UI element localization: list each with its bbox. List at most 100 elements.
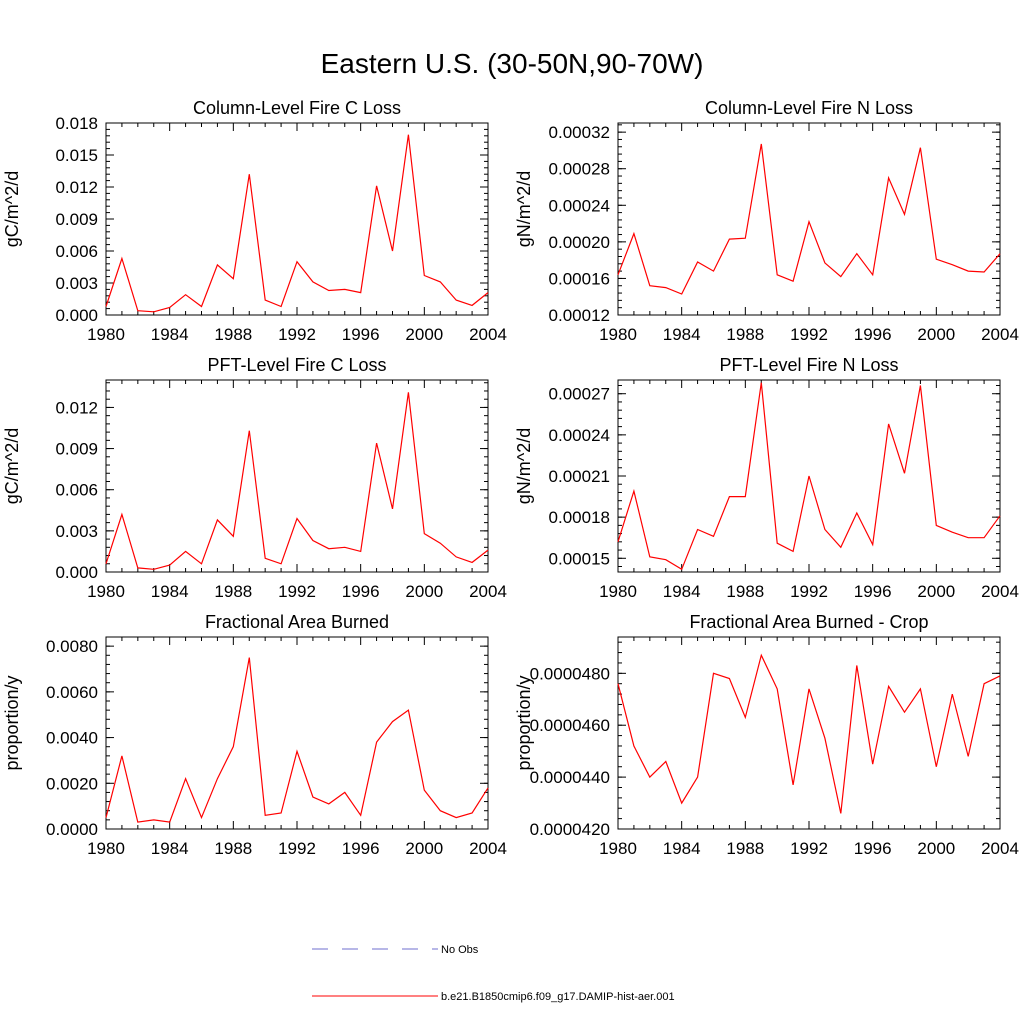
y-tick-label: 0.00028 xyxy=(549,160,610,179)
y-axis-label: gN/m^2/d xyxy=(514,171,534,247)
x-tick-label: 2000 xyxy=(405,325,443,344)
chart-panel-3: PFT-Level Fire C Loss gC/m^2/d 1980 1984 198… xyxy=(2,355,507,601)
y-tick-label: 0.000 xyxy=(55,306,98,325)
y-axis-label: proportion/y xyxy=(514,675,534,770)
x-tick-label: 1984 xyxy=(663,325,701,344)
x-tick-label: 1988 xyxy=(214,325,252,344)
y-tick-label: 0.018 xyxy=(55,114,98,133)
x-tick-label: 2004 xyxy=(469,325,507,344)
x-tick-label: 1984 xyxy=(151,839,189,858)
y-tick-label: 0.012 xyxy=(55,178,98,197)
x-tick-label: 2004 xyxy=(469,582,507,601)
x-tick-label: 1980 xyxy=(87,839,125,858)
x-tick-label: 2004 xyxy=(469,839,507,858)
x-tick-label: 1980 xyxy=(87,582,125,601)
y-tick-label: 0.0000420 xyxy=(530,820,610,839)
x-tick-label: 2000 xyxy=(917,582,955,601)
x-tick-label: 1988 xyxy=(214,839,252,858)
x-tick-label: 1996 xyxy=(342,582,380,601)
y-tick-label: 0.012 xyxy=(55,398,98,417)
series-line xyxy=(105,392,489,570)
y-tick-label: 0.00020 xyxy=(549,233,610,252)
y-tick-label: 0.003 xyxy=(55,522,98,541)
y-tick-label: 0.00012 xyxy=(549,306,610,325)
x-tick-label: 1996 xyxy=(854,582,892,601)
x-tick-label: 1988 xyxy=(726,839,764,858)
legend-label: No Obs xyxy=(441,944,479,956)
y-tick-label: 0.00032 xyxy=(549,123,610,142)
series-line xyxy=(105,657,489,823)
panel-title: Column-Level Fire C Loss xyxy=(193,98,401,118)
panel-title: PFT-Level Fire N Loss xyxy=(719,355,898,375)
plot-frame xyxy=(105,636,489,830)
y-axis-label: gC/m^2/d xyxy=(2,428,22,504)
y-tick-label: 0.0000480 xyxy=(530,664,610,683)
legend-label: b.e21.B1850cmip6.f09_g17.DAMIP-hist-aer.… xyxy=(441,991,675,1003)
series-line xyxy=(617,143,1001,295)
y-axis-label: proportion/y xyxy=(2,675,22,770)
x-tick-label: 1980 xyxy=(87,325,125,344)
x-tick-label: 1992 xyxy=(790,839,828,858)
series-line xyxy=(105,134,489,313)
chart-panel-1: Column-Level Fire C Loss gC/m^2/d 1980 1984… xyxy=(2,98,507,344)
y-tick-label: 0.0020 xyxy=(46,774,98,793)
x-tick-label: 2000 xyxy=(917,325,955,344)
y-tick-label: 0.00016 xyxy=(549,269,610,288)
x-tick-label: 1992 xyxy=(790,582,828,601)
y-tick-label: 0.0000440 xyxy=(530,768,610,787)
chart-panel-6: Fractional Area Burned - Crop proportion/… xyxy=(514,612,1019,858)
x-tick-label: 1980 xyxy=(599,839,637,858)
legend: No Obs b.e21.B1850cmip6.f09_g17.DAMIP-his… xyxy=(312,944,675,1003)
x-tick-label: 1988 xyxy=(726,582,764,601)
y-tick-label: 0.00027 xyxy=(549,385,610,404)
x-tick-label: 1984 xyxy=(663,839,701,858)
chart-panel-4: PFT-Level Fire N Loss gN/m^2/d 1980 1984 198… xyxy=(514,355,1019,601)
y-tick-label: 0.00015 xyxy=(549,549,610,568)
y-tick-label: 0.003 xyxy=(55,274,98,293)
panel-title: PFT-Level Fire C Loss xyxy=(207,355,386,375)
x-tick-label: 1984 xyxy=(151,325,189,344)
series-line xyxy=(617,653,1001,814)
series-line xyxy=(617,382,1001,571)
x-tick-label: 2000 xyxy=(405,582,443,601)
y-tick-label: 0.015 xyxy=(55,146,98,165)
y-tick-label: 0.009 xyxy=(55,440,98,459)
y-tick-label: 0.00024 xyxy=(549,426,610,445)
y-tick-label: 0.00018 xyxy=(549,508,610,527)
x-tick-label: 1980 xyxy=(599,582,637,601)
x-tick-label: 1992 xyxy=(278,325,316,344)
x-tick-label: 1996 xyxy=(342,839,380,858)
x-tick-label: 2004 xyxy=(981,325,1019,344)
panel-title: Fractional Area Burned xyxy=(205,612,389,632)
y-tick-label: 0.006 xyxy=(55,481,98,500)
x-tick-label: 1996 xyxy=(854,839,892,858)
y-tick-label: 0.009 xyxy=(55,210,98,229)
y-tick-label: 0.0000 xyxy=(46,820,98,839)
x-tick-label: 2000 xyxy=(405,839,443,858)
figure-title: Eastern U.S. (30-50N,90-70W) xyxy=(320,48,704,79)
x-tick-label: 1984 xyxy=(663,582,701,601)
x-tick-label: 1980 xyxy=(599,325,637,344)
y-tick-label: 0.0040 xyxy=(46,729,98,748)
chart-panel-2: Column-Level Fire N Loss gN/m^2/d 1980 1984… xyxy=(514,98,1019,344)
plot-frame xyxy=(105,122,489,316)
x-tick-label: 1988 xyxy=(214,582,252,601)
y-tick-label: 0.0000460 xyxy=(530,716,610,735)
x-tick-label: 1984 xyxy=(151,582,189,601)
x-tick-label: 1992 xyxy=(790,325,828,344)
y-tick-label: 0.00021 xyxy=(549,467,610,486)
y-axis-label: gC/m^2/d xyxy=(2,171,22,247)
x-tick-label: 2004 xyxy=(981,839,1019,858)
x-tick-label: 2000 xyxy=(917,839,955,858)
plot-frame xyxy=(617,122,1001,316)
y-axis-label: gN/m^2/d xyxy=(514,428,534,504)
y-tick-label: 0.000 xyxy=(55,563,98,582)
plot-frame xyxy=(105,379,489,573)
chart-panel-5: Fractional Area Burned proportion/y 1980 19… xyxy=(2,612,507,858)
plot-frame xyxy=(617,636,1001,830)
x-tick-label: 1996 xyxy=(342,325,380,344)
y-tick-label: 0.00024 xyxy=(549,196,610,215)
panel-title: Column-Level Fire N Loss xyxy=(705,98,913,118)
x-tick-label: 2004 xyxy=(981,582,1019,601)
